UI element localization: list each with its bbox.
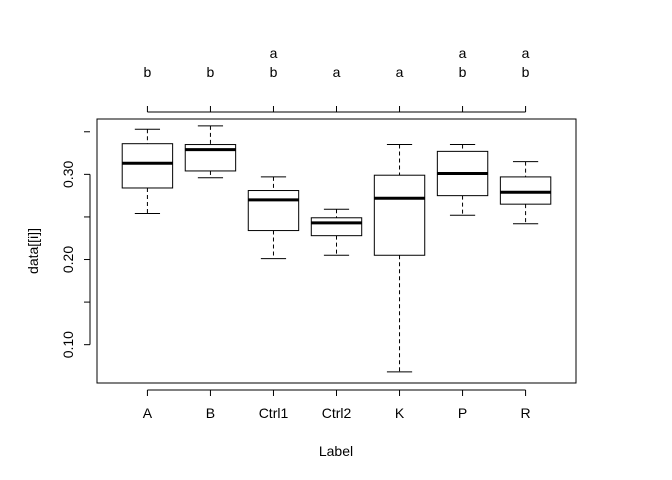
- x-axis: A B Ctrl1 Ctrl2 K P R: [143, 389, 531, 421]
- top-ticks: [146, 106, 527, 113]
- x-tick-label: K: [395, 405, 405, 421]
- box-ctrl1: [247, 176, 300, 260]
- iqr-box: [247, 190, 300, 232]
- group-letter: a: [459, 45, 467, 61]
- box-a: [121, 128, 174, 215]
- y-axis-label: data[[i]]: [25, 228, 41, 274]
- box-b: [184, 125, 237, 179]
- iqr-box: [121, 143, 174, 189]
- iqr-box: [499, 176, 552, 205]
- group-letter: a: [522, 45, 530, 61]
- group-letter: a: [396, 64, 404, 80]
- group-letter: b: [207, 64, 215, 80]
- box-p: [436, 144, 489, 216]
- box-r: [499, 161, 552, 225]
- x-tick-label: R: [521, 405, 531, 421]
- y-tick-label: 0.30: [60, 161, 76, 188]
- x-tick-label: B: [206, 405, 215, 421]
- iqr-box: [373, 174, 426, 256]
- x-tick-label: P: [458, 405, 467, 421]
- box-ctrl2: [310, 208, 363, 256]
- plot-frame: [96, 118, 577, 384]
- group-letter: a: [270, 45, 278, 61]
- box-k: [373, 144, 426, 373]
- y-tick-label: 0.20: [60, 246, 76, 273]
- group-letter: a: [333, 64, 341, 80]
- iqr-box: [310, 217, 363, 237]
- y-tick-label: 0.10: [60, 331, 76, 358]
- group-letter: b: [144, 64, 152, 80]
- group-letter: b: [522, 64, 530, 80]
- group-letter: b: [459, 64, 467, 80]
- boxes: [121, 125, 552, 373]
- x-axis-label: Label: [319, 443, 353, 459]
- y-axis: 0.10 0.20 0.30: [60, 131, 91, 358]
- x-tick-label: A: [143, 405, 153, 421]
- x-tick-label: Ctrl1: [259, 405, 289, 421]
- x-tick-label: Ctrl2: [322, 405, 352, 421]
- group-letter: b: [270, 64, 278, 80]
